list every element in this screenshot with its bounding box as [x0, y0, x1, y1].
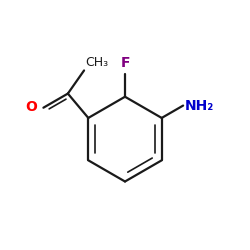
Text: O: O [25, 100, 37, 114]
Text: F: F [120, 56, 130, 70]
Text: NH₂: NH₂ [185, 98, 214, 112]
Text: CH₃: CH₃ [85, 56, 108, 69]
